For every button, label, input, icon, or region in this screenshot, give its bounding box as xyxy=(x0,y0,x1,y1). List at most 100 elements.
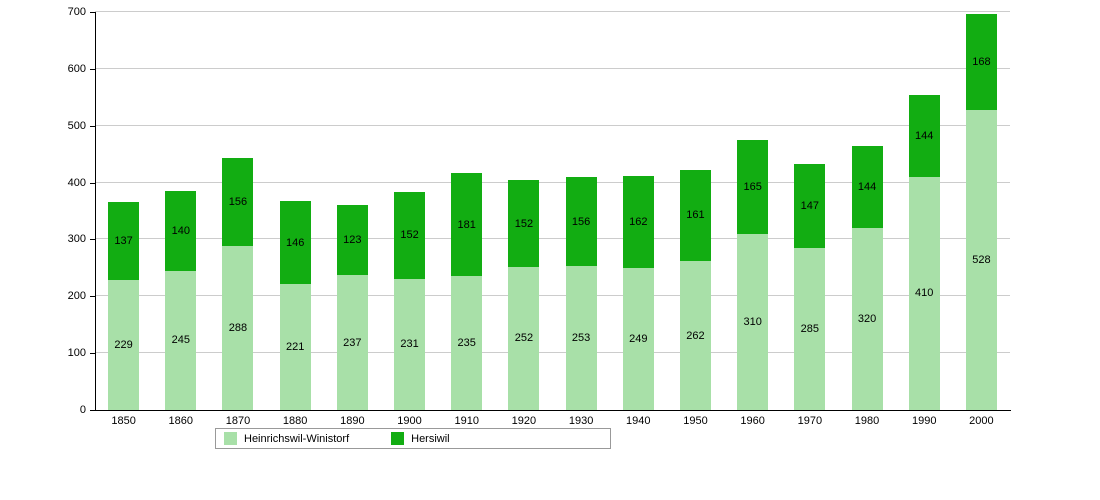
bar-segment-heinrichswil-winistorf: 231 xyxy=(394,278,426,410)
bar-2000: 168 528 xyxy=(953,12,1010,410)
bar-1890: 123 237 xyxy=(324,12,381,410)
bar-value-label: 152 xyxy=(400,229,419,242)
bar-segment-hersiwil: 156 xyxy=(222,157,254,247)
y-axis-line xyxy=(95,12,96,411)
y-axis-tick-label: 700 xyxy=(67,6,86,18)
x-axis-tick-label: 1980 xyxy=(854,415,880,427)
bar-segment-heinrichswil-winistorf: 288 xyxy=(222,246,254,410)
bar-segment-hersiwil: 146 xyxy=(279,201,311,285)
bar-value-label: 320 xyxy=(857,313,877,326)
bar-1910: 181 235 xyxy=(438,12,495,410)
y-axis-tick xyxy=(90,12,95,13)
bar-value-label: 245 xyxy=(171,334,190,347)
bar-value-label: 147 xyxy=(800,200,820,213)
x-axis-tick-label: 1910 xyxy=(454,415,479,427)
stacked-bar: 156 253 xyxy=(565,177,597,410)
chart-legend: Heinrichswil-Winistorf Hersiwil xyxy=(215,428,611,449)
bar-segment-heinrichswil-winistorf: 528 xyxy=(965,109,997,410)
bar-value-label: 156 xyxy=(228,195,248,208)
gridline xyxy=(95,124,1010,126)
bar-segment-heinrichswil-winistorf: 252 xyxy=(508,266,540,410)
bar-segment-hersiwil: 152 xyxy=(508,180,540,267)
bar-1990: 144 410 xyxy=(896,12,953,410)
bars-row: 137 229 140 245 156 288 146 221 123 237 152 231 181 2… xyxy=(95,12,1010,410)
stacked-bar: 137 229 xyxy=(108,201,140,410)
bar-value-label: 410 xyxy=(915,287,934,300)
bar-segment-heinrichswil-winistorf: 229 xyxy=(108,279,140,410)
stacked-bar: 181 235 xyxy=(451,173,483,410)
bar-value-label: 229 xyxy=(114,338,133,351)
y-axis-tick xyxy=(90,182,95,184)
stacked-bar: 144 320 xyxy=(851,146,883,410)
bar-segment-hersiwil: 147 xyxy=(794,164,826,248)
x-axis-tick-label: 1990 xyxy=(911,415,937,427)
bar-value-label: 237 xyxy=(343,336,362,349)
bar-segment-hersiwil: 123 xyxy=(336,205,368,276)
bar-value-label: 528 xyxy=(972,253,991,266)
x-axis-tick-label: 1970 xyxy=(797,415,823,427)
y-axis-tick-label: 300 xyxy=(67,233,86,246)
bar-1900: 152 231 xyxy=(381,12,438,410)
bar-segment-hersiwil: 161 xyxy=(679,169,711,262)
bar-segment-heinrichswil-winistorf: 253 xyxy=(565,266,597,410)
x-axis-tick-label: 1890 xyxy=(340,415,365,427)
bar-segment-heinrichswil-winistorf: 320 xyxy=(851,228,883,410)
x-axis-tick-label: 1860 xyxy=(168,415,194,427)
bar-value-label: 162 xyxy=(629,216,648,229)
stacked-bar: 123 237 xyxy=(336,205,368,410)
stacked-bar: 156 288 xyxy=(222,157,254,410)
y-axis-tick-label: 600 xyxy=(67,62,86,75)
bar-1860: 140 245 xyxy=(152,12,209,410)
stacked-bar: 152 252 xyxy=(508,180,540,410)
bar-value-label: 252 xyxy=(514,332,534,345)
y-axis-tick xyxy=(90,239,95,241)
stacked-bar: 147 285 xyxy=(794,164,826,410)
x-axis-labels: 1850 1860 1870 1880 1890 1900 1910 1920 1930 1940… xyxy=(95,415,1010,427)
y-axis-tick-label: 400 xyxy=(67,176,86,189)
bar-value-label: 144 xyxy=(915,129,934,142)
bar-value-label: 152 xyxy=(514,217,534,230)
y-axis-tick xyxy=(90,125,95,127)
x-axis-tick-label: 1950 xyxy=(683,415,708,427)
y-axis-tick-label: 200 xyxy=(67,290,86,303)
bar-segment-hersiwil: 165 xyxy=(737,139,769,234)
bar-value-label: 231 xyxy=(400,338,419,351)
gridline xyxy=(95,295,1010,297)
legend-swatch-heinrichswil-winistorf xyxy=(224,432,237,445)
bar-value-label: 161 xyxy=(686,209,705,222)
bar-1870: 156 288 xyxy=(209,12,266,410)
x-axis-tick-label: 1930 xyxy=(568,415,594,427)
bar-segment-heinrichswil-winistorf: 245 xyxy=(165,270,197,410)
gridline xyxy=(95,238,1010,240)
bar-1880: 146 221 xyxy=(267,12,324,410)
stacked-bar: 168 528 xyxy=(965,14,997,410)
gridline xyxy=(95,352,1010,354)
bar-segment-heinrichswil-winistorf: 410 xyxy=(908,176,940,410)
bar-value-label: 181 xyxy=(457,218,476,231)
stacked-bar: 161 262 xyxy=(679,169,711,410)
x-axis-tick-label: 1940 xyxy=(626,415,651,427)
bar-1980: 144 320 xyxy=(838,12,895,410)
gridline xyxy=(95,11,1010,12)
stacked-bar: 146 221 xyxy=(279,201,311,410)
bar-value-label: 168 xyxy=(972,56,991,69)
bar-value-label: 165 xyxy=(743,180,762,193)
y-axis-tick xyxy=(90,296,95,298)
bar-value-label: 253 xyxy=(571,332,591,345)
bar-1920: 152 252 xyxy=(495,12,552,410)
bar-value-label: 310 xyxy=(743,315,762,328)
bar-value-label: 123 xyxy=(343,234,362,247)
y-axis-tick xyxy=(90,68,95,70)
bar-1850: 137 229 xyxy=(95,12,152,410)
plot-area: 137 229 140 245 156 288 146 221 123 237 152 231 181 2… xyxy=(95,11,1010,410)
stacked-bar: 144 410 xyxy=(908,95,940,410)
bar-value-label: 156 xyxy=(571,215,591,228)
x-axis-tick-label: 1920 xyxy=(511,415,537,427)
y-axis-tick xyxy=(90,410,95,411)
bar-segment-heinrichswil-winistorf: 262 xyxy=(679,261,711,410)
bar-1970: 147 285 xyxy=(781,12,838,410)
bar-segment-hersiwil: 144 xyxy=(851,146,883,229)
x-axis-tick-label: 1850 xyxy=(111,415,136,427)
legend-swatch-hersiwil xyxy=(391,432,405,445)
